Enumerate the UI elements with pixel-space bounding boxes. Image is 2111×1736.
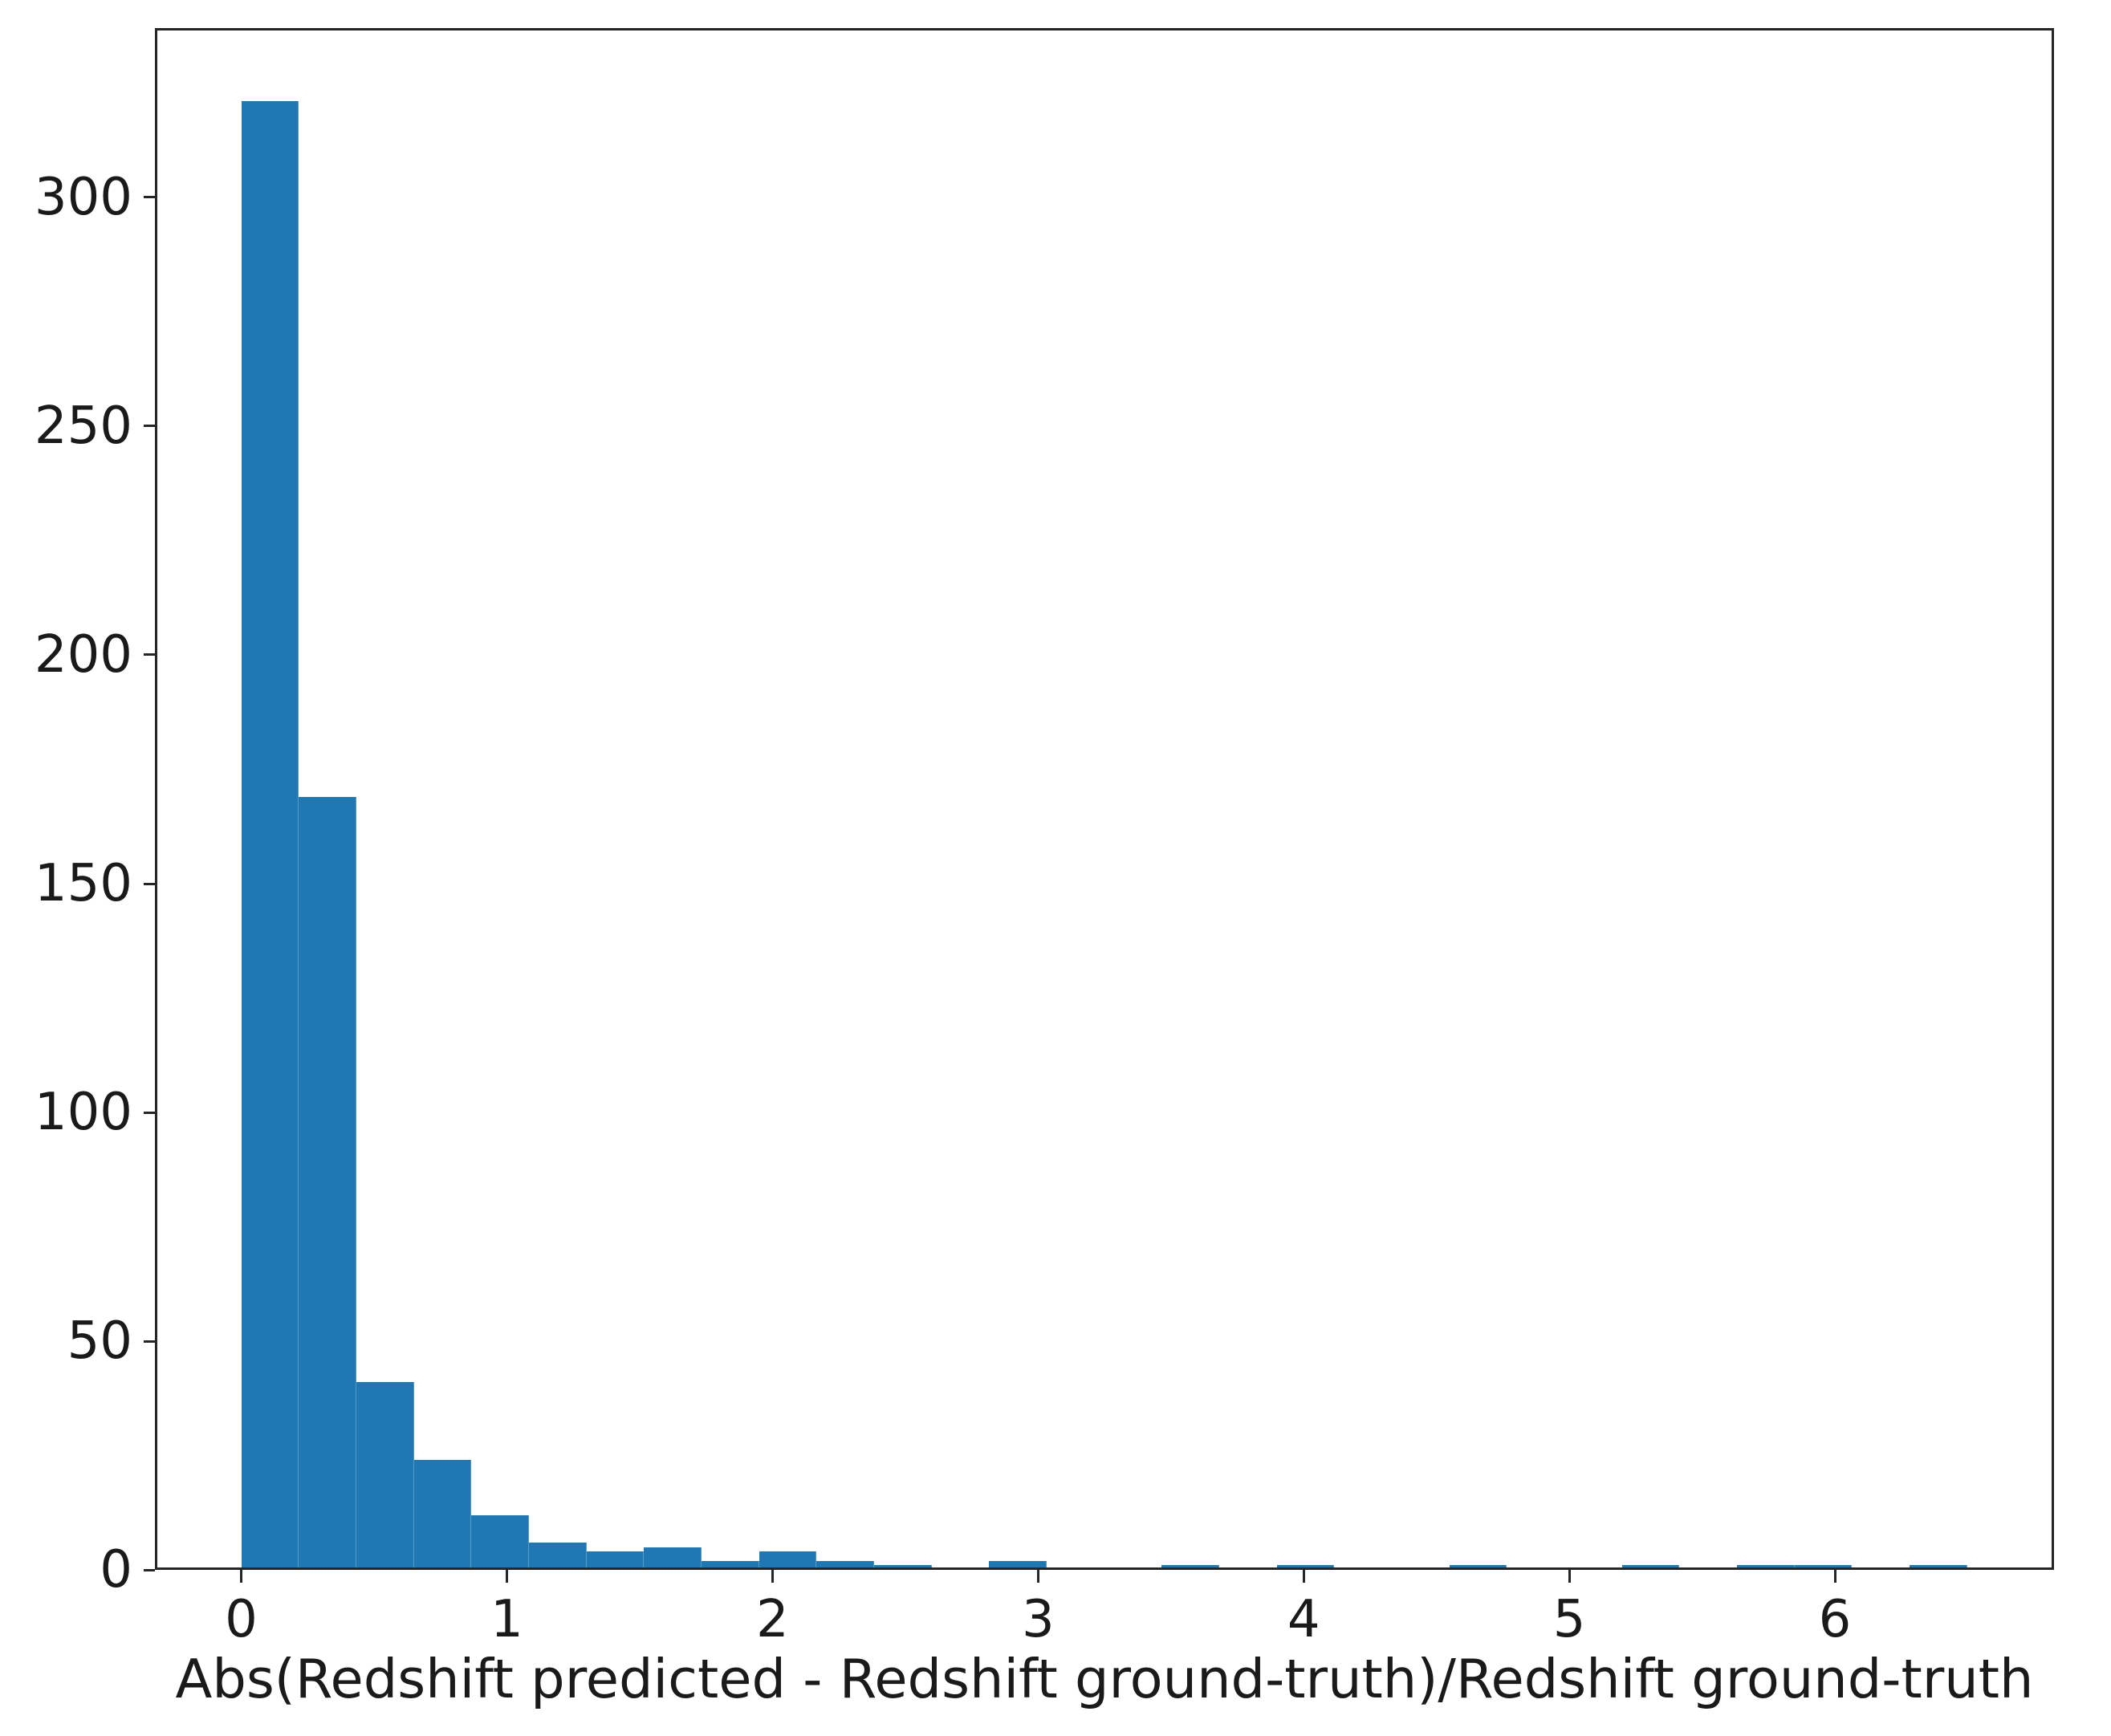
histogram-bar xyxy=(471,1514,529,1570)
x-axis-label: Abs(Redshift predicted - Redshift ground… xyxy=(175,1648,2034,1710)
y-tick-mark xyxy=(144,1111,155,1114)
y-tick-mark xyxy=(144,1568,155,1571)
y-tick-label: 250 xyxy=(34,396,132,456)
y-tick-mark xyxy=(144,1340,155,1343)
x-tick-label: 1 xyxy=(490,1590,523,1649)
x-tick-mark xyxy=(1833,1570,1836,1583)
x-tick-mark xyxy=(771,1570,774,1583)
x-tick-label: 2 xyxy=(756,1590,789,1649)
histogram-bar xyxy=(1449,1565,1507,1570)
histogram-bar xyxy=(874,1565,932,1570)
x-tick-label: 6 xyxy=(1818,1590,1852,1649)
y-tick-label: 200 xyxy=(34,624,132,685)
x-tick-label: 4 xyxy=(1287,1590,1320,1649)
y-tick-label: 0 xyxy=(100,1540,132,1600)
histogram-bar xyxy=(413,1460,472,1570)
x-tick-mark xyxy=(1302,1570,1305,1583)
histogram-bar xyxy=(1910,1565,1967,1570)
histogram-bar xyxy=(1621,1565,1680,1570)
y-tick-label: 50 xyxy=(67,1311,132,1371)
y-tick-label: 150 xyxy=(34,854,132,913)
histogram-bar xyxy=(299,796,356,1570)
histogram-bar xyxy=(701,1560,759,1570)
plot-frame xyxy=(155,28,2054,1570)
histogram-bar xyxy=(356,1382,414,1570)
x-tick-label: 3 xyxy=(1021,1590,1055,1649)
histogram-bar xyxy=(1161,1565,1219,1570)
histogram-bar xyxy=(528,1542,587,1570)
histogram-bar xyxy=(989,1560,1047,1570)
histogram-bar xyxy=(1276,1565,1335,1570)
x-tick-mark xyxy=(506,1570,508,1583)
x-tick-mark xyxy=(240,1570,242,1583)
x-tick-label: 0 xyxy=(225,1590,258,1649)
y-tick-label: 100 xyxy=(34,1083,132,1142)
x-tick-mark xyxy=(1568,1570,1571,1583)
histogram-bar xyxy=(759,1551,817,1570)
histogram-bar xyxy=(644,1547,702,1570)
histogram-bar xyxy=(241,101,299,1570)
y-tick-label: 300 xyxy=(34,167,132,227)
x-tick-mark xyxy=(1036,1570,1039,1583)
histogram-bar xyxy=(1737,1565,1795,1570)
y-tick-mark xyxy=(144,882,155,885)
y-tick-mark xyxy=(144,653,155,657)
histogram-bar xyxy=(1794,1565,1853,1570)
y-tick-mark xyxy=(144,196,155,199)
histogram-bar xyxy=(586,1551,645,1570)
x-tick-label: 5 xyxy=(1552,1590,1586,1649)
histogram-bar xyxy=(816,1560,874,1570)
y-tick-mark xyxy=(144,425,155,428)
